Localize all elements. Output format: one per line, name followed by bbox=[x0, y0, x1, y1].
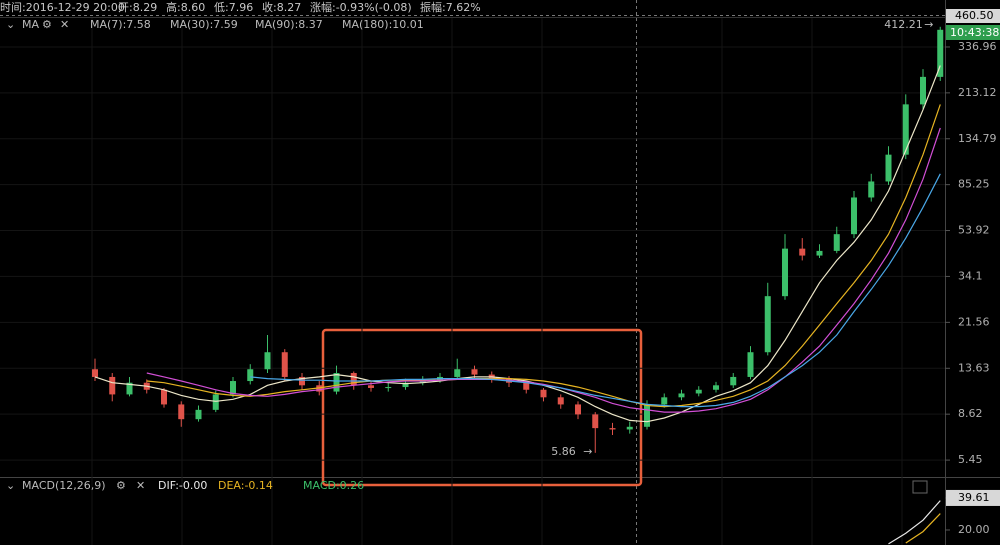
close-icon[interactable]: ✕ bbox=[60, 18, 69, 31]
macd-line bbox=[888, 500, 941, 545]
candle-body bbox=[851, 197, 857, 235]
candle-body bbox=[195, 409, 202, 420]
candle-body bbox=[126, 382, 133, 395]
candle-body bbox=[937, 29, 944, 77]
info-item: 高:8.60 bbox=[166, 0, 205, 14]
settings-icon[interactable]: ⚙ bbox=[116, 479, 126, 492]
y-tick-label: 5.45 bbox=[958, 453, 983, 466]
ma-line bbox=[250, 173, 941, 408]
legend-entry: DEA:-0.14 bbox=[218, 479, 273, 492]
y-tick-label: 20.00 bbox=[958, 523, 990, 536]
y-tick-label: 213.12 bbox=[958, 86, 997, 99]
collapse-icon[interactable]: ⌄ bbox=[6, 479, 15, 492]
candle-body bbox=[592, 414, 599, 429]
candle-body bbox=[816, 250, 823, 256]
candle-body bbox=[713, 385, 719, 390]
expand-icon[interactable] bbox=[912, 480, 928, 494]
candle-body bbox=[575, 404, 581, 415]
macd-line bbox=[905, 513, 941, 544]
candle-body bbox=[299, 376, 305, 386]
panel-title: MACD(12,26,9) bbox=[22, 479, 106, 492]
candle-body bbox=[902, 104, 909, 155]
candle-body bbox=[109, 376, 116, 395]
candle-body bbox=[885, 154, 892, 182]
candle-body bbox=[350, 373, 357, 386]
candle-body bbox=[747, 352, 754, 377]
candle-body bbox=[540, 389, 547, 398]
candle-body bbox=[471, 369, 478, 375]
candle-body bbox=[782, 248, 788, 297]
ma-line bbox=[146, 104, 941, 408]
info-item: 时间:2016-12-29 20:00 bbox=[0, 1, 125, 14]
y-tick-label: 336.96 bbox=[958, 40, 997, 53]
max-annotation: 412.21 bbox=[884, 18, 923, 31]
candle-body bbox=[678, 393, 685, 398]
candle-body bbox=[264, 352, 271, 370]
y-tick-label: 134.79 bbox=[958, 132, 997, 145]
y-tick-label: 8.62 bbox=[958, 407, 983, 420]
candle-body bbox=[368, 385, 374, 388]
info-item: 收:8.27 bbox=[262, 0, 301, 14]
ma-line bbox=[146, 127, 941, 413]
candle-body bbox=[333, 373, 340, 392]
candle-body bbox=[161, 389, 167, 405]
arrow: → bbox=[583, 445, 592, 458]
last-price-box bbox=[946, 9, 1000, 23]
legend-entry: DIF:-0.00 bbox=[158, 479, 207, 492]
info-item: 振幅:7.62% bbox=[420, 0, 481, 14]
candle-body bbox=[385, 387, 392, 389]
candle-body bbox=[92, 369, 98, 377]
legend-entry: MA(180):10.01 bbox=[342, 18, 424, 31]
candle-body bbox=[419, 381, 426, 383]
candle-body bbox=[695, 389, 702, 394]
legend-entry: MA(30):7.59 bbox=[170, 18, 238, 31]
last-price-label: 460.50 bbox=[955, 9, 994, 22]
time-label: 10:43:38 bbox=[950, 26, 999, 39]
legend-entry: MA(7):7.58 bbox=[90, 18, 151, 31]
candle-body bbox=[523, 382, 530, 390]
indicator-label: MACD:0.26 bbox=[303, 479, 364, 492]
candle-body bbox=[661, 397, 668, 405]
legend-entry: MA(90):8.37 bbox=[255, 18, 323, 31]
y-tick-label: 21.56 bbox=[958, 315, 990, 328]
candle-body bbox=[833, 234, 840, 251]
info-item: 低:7.96 bbox=[214, 1, 253, 14]
legend-title: MA bbox=[22, 18, 39, 31]
candle-body bbox=[920, 76, 926, 105]
y-tick-label: 53.92 bbox=[958, 224, 990, 237]
info-item: 涨幅:-0.93%(-0.08) bbox=[310, 1, 412, 14]
y-tick-label: 13.63 bbox=[958, 361, 990, 374]
settings-icon[interactable]: ⚙ bbox=[42, 18, 52, 31]
candle-body bbox=[609, 428, 616, 430]
time-box bbox=[946, 25, 1000, 40]
close-icon[interactable]: ✕ bbox=[136, 479, 145, 492]
candle-body bbox=[454, 369, 461, 377]
candle-body bbox=[868, 181, 875, 198]
candle-body bbox=[764, 296, 771, 353]
min-annotation: 5.86 bbox=[551, 445, 576, 458]
collapse-icon[interactable]: ⌄ bbox=[6, 18, 15, 31]
arrow: → bbox=[924, 18, 933, 31]
candle-body bbox=[230, 381, 236, 395]
candle-body bbox=[626, 426, 633, 430]
candle-body bbox=[644, 404, 650, 427]
candle-body bbox=[402, 382, 409, 388]
candle-body bbox=[730, 376, 737, 386]
highlight-box bbox=[321, 328, 643, 487]
info-item: 开:8.29 bbox=[118, 1, 157, 14]
candle-body bbox=[557, 397, 564, 405]
y-tick-label: 39.61 bbox=[958, 491, 990, 504]
candle-body bbox=[281, 352, 288, 377]
ma-line bbox=[94, 65, 941, 423]
candle-body bbox=[178, 404, 185, 420]
candle-body bbox=[247, 369, 254, 382]
candle-body bbox=[212, 394, 219, 410]
value-box bbox=[946, 489, 1000, 506]
y-tick-label: 85.25 bbox=[958, 178, 990, 191]
candle-body bbox=[799, 248, 806, 256]
y-tick-label: 34.1 bbox=[958, 269, 983, 282]
